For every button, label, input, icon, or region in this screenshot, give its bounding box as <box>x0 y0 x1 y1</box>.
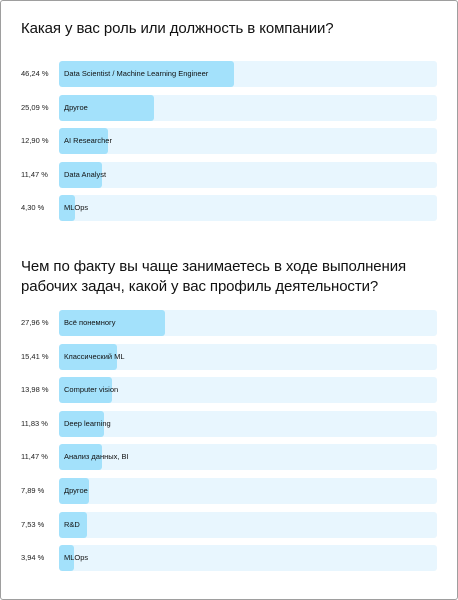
option-bar-track: Deep learning <box>59 410 437 437</box>
option-bar-fill <box>59 477 89 504</box>
survey-section-profile: Чем по факту вы чаще занимаетесь в ходе … <box>21 257 441 572</box>
option-row: 3,94 % MLOps <box>21 545 441 572</box>
option-label: Другое <box>64 485 88 495</box>
option-bar-fill <box>59 511 88 538</box>
option-bar-fill <box>59 161 103 188</box>
option-percent: 13,98 % <box>21 385 49 395</box>
option-bar-fill <box>59 545 74 572</box>
option-bar-fill <box>59 94 154 121</box>
option-label: Data Scientist / Machine Learning Engine… <box>64 69 209 78</box>
options-list: 27,96 % Всё понемногу 15,41 % Классическ… <box>21 310 441 579</box>
option-percent: 7,89 % <box>21 485 45 495</box>
option-label: Классический ML <box>64 351 125 361</box>
option-row: 13,98 % Computer vision <box>21 377 441 404</box>
option-label: Data Analyst <box>64 169 107 179</box>
option-bar-track: Всё понемногу <box>59 310 437 336</box>
option-bar-track: AI Researcher <box>59 128 437 155</box>
option-percent: 11,47 % <box>21 169 48 179</box>
option-label: MLOps <box>64 203 89 213</box>
option-label: Computer vision <box>64 385 119 395</box>
option-row: 15,41 % Классический ML <box>21 343 441 370</box>
survey-section-role: Какая у вас роль или должность в компани… <box>21 19 441 222</box>
option-percent: 25,09 % <box>21 102 49 112</box>
option-row: 12,90 % AI Researcher <box>21 128 441 155</box>
option-bar-fill <box>59 195 76 222</box>
option-bar-track: MLOps <box>59 195 437 222</box>
option-bar-track: R&D <box>59 511 437 538</box>
option-label: MLOps <box>64 553 89 563</box>
option-bar-fill <box>59 128 108 155</box>
option-bar-track: Анализ данных, BI <box>59 444 437 471</box>
option-label: Другое <box>64 102 88 112</box>
option-bar-fill <box>59 444 103 471</box>
option-bar-fill <box>59 410 104 437</box>
option-bar-track: Другое <box>59 94 437 121</box>
option-row: 7,89 % Другое <box>21 477 441 504</box>
options-list: 46,24 % Data Scientist / Machine Learnin… <box>21 61 441 229</box>
option-row: 27,96 % Всё понемногу <box>21 310 441 336</box>
option-bar-track: Data Scientist / Machine Learning Engine… <box>59 61 437 87</box>
option-row: 11,47 % Data Analyst <box>21 161 441 188</box>
option-row: 4,30 % MLOps <box>21 195 441 222</box>
question-title: Какая у вас роль или должность в компани… <box>21 20 334 37</box>
option-row: 11,83 % Deep learning <box>21 410 441 437</box>
option-label: Deep learning <box>64 418 111 428</box>
option-percent: 7,53 % <box>21 519 45 529</box>
option-percent: 46,24 % <box>21 69 49 78</box>
option-percent: 11,47 % <box>21 452 48 462</box>
option-label: R&D <box>64 519 80 529</box>
option-bar-track: Computer vision <box>59 377 437 404</box>
option-percent: 11,83 % <box>21 418 48 428</box>
option-row: 46,24 % Data Scientist / Machine Learnin… <box>21 61 441 87</box>
option-percent: 27,96 % <box>21 318 49 327</box>
option-percent: 3,94 % <box>21 553 45 563</box>
option-row: 25,09 % Другое <box>21 94 441 121</box>
option-bar-fill <box>59 61 234 87</box>
option-percent: 12,90 % <box>21 136 49 146</box>
question-title: Чем по факту вы чаще занимаетесь в ходе … <box>21 258 407 295</box>
option-bar-fill <box>59 343 118 370</box>
option-bar-track: Другое <box>59 477 437 504</box>
option-bar-fill <box>59 310 165 336</box>
option-bar-fill <box>59 377 112 404</box>
option-percent: 4,30 % <box>21 203 45 213</box>
option-label: AI Researcher <box>64 136 112 146</box>
option-row: 11,47 % Анализ данных, BI <box>21 444 441 471</box>
option-bar-track: Data Analyst <box>59 161 437 188</box>
option-row: 7,53 % R&D <box>21 511 441 538</box>
option-label: Всё понемногу <box>64 318 116 327</box>
option-label: Анализ данных, BI <box>64 452 129 462</box>
option-bar-track: Классический ML <box>59 343 437 370</box>
option-percent: 15,41 % <box>21 351 49 361</box>
option-bar-track: MLOps <box>59 545 437 572</box>
